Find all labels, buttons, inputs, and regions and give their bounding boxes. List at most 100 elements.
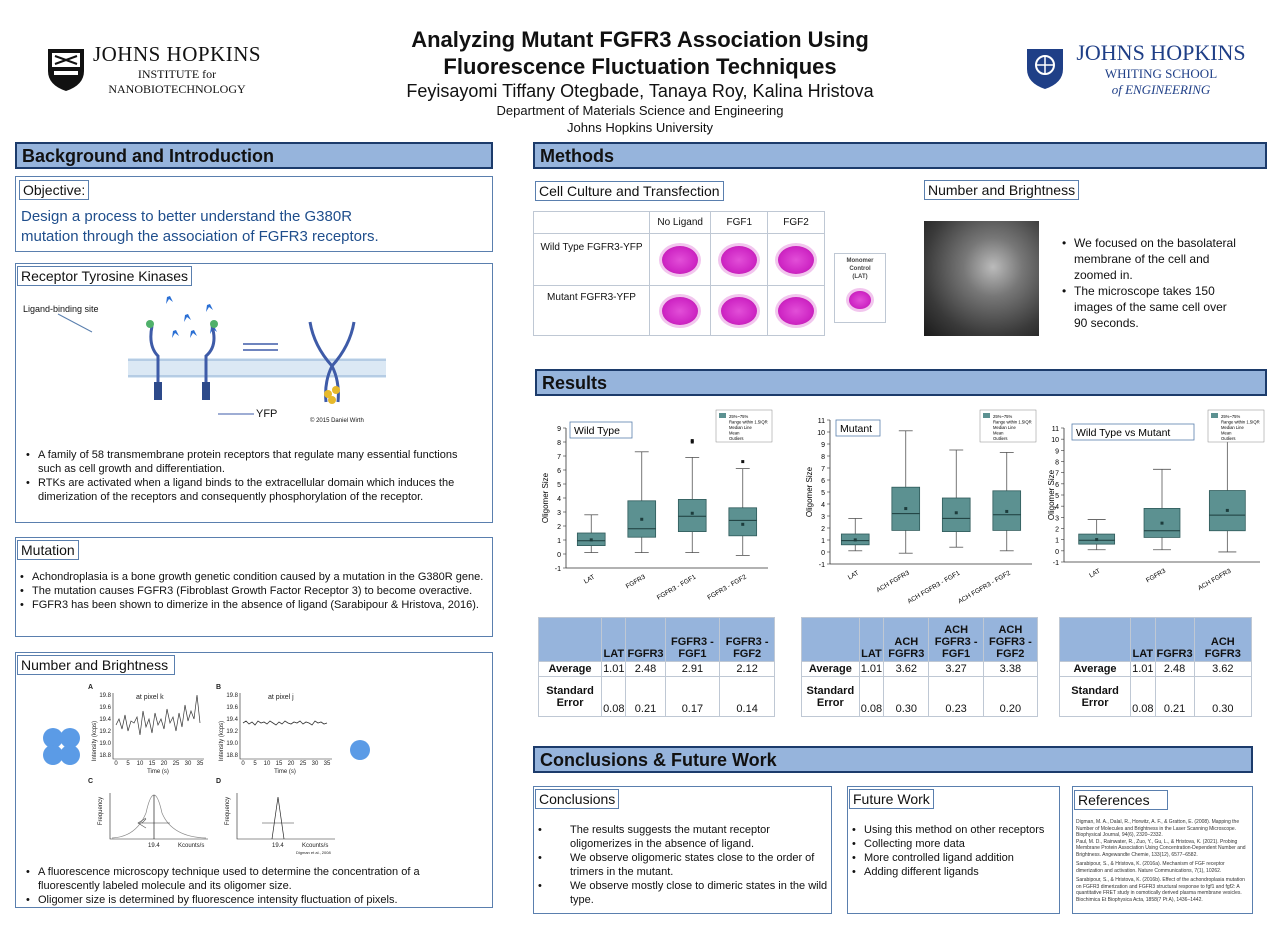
y-tick-label: 3 bbox=[821, 514, 825, 521]
y-axis-label: Oligomer Size bbox=[805, 466, 814, 517]
logo-right-name: JOHNS HOPKINS bbox=[1076, 40, 1246, 65]
box bbox=[627, 500, 657, 538]
table-cell: ACH FGFR3 bbox=[883, 617, 930, 662]
table-cell: FGFR3 bbox=[625, 617, 666, 662]
panel-a-label: A bbox=[88, 684, 93, 691]
panel-c-label: C bbox=[88, 778, 93, 785]
y-tick-label: 7 bbox=[821, 466, 825, 473]
x-tick-label: FGFR3 - FGF1 bbox=[656, 573, 698, 601]
panel-d-label: D bbox=[216, 778, 221, 785]
table-cell: ACH FGFR3 - FGF2 bbox=[982, 617, 1039, 662]
tick: 19.4 bbox=[99, 717, 111, 723]
list-item: More controlled ligand addition bbox=[848, 851, 1059, 865]
chart-title: Mutant bbox=[840, 423, 872, 435]
list-item: The microscope takes 150 images of the s… bbox=[1058, 283, 1238, 331]
legend-entry: Outliers bbox=[729, 436, 743, 441]
mutation-label: Mutation bbox=[17, 540, 79, 560]
logo-left-name: JOHNS HOPKINS bbox=[92, 42, 262, 66]
table-cell: LAT bbox=[601, 617, 627, 662]
tick: 35 bbox=[324, 761, 331, 767]
table-row: Average 1.01 2.48 3.62 bbox=[1058, 661, 1253, 677]
tick: 20 bbox=[161, 761, 168, 767]
x-tick-label: FGFR3 - FGF2 bbox=[706, 573, 748, 601]
list-item: Adding different ligands bbox=[848, 865, 1059, 879]
d-ylabel: Frequency bbox=[225, 797, 231, 825]
y-tick-label: 6 bbox=[821, 478, 825, 485]
mutation-box: Mutation Achondroplasia is a bone growth… bbox=[15, 537, 493, 637]
legend-entry: Outliers bbox=[993, 436, 1007, 441]
dish-icon bbox=[659, 293, 702, 328]
b-xlabel: Time (s) bbox=[274, 769, 296, 775]
chart-title: Wild Type vs Mutant bbox=[1076, 427, 1170, 439]
nb-methods-label: Number and Brightness bbox=[924, 180, 1080, 200]
tick: 19.6 bbox=[226, 705, 238, 711]
col-header: No Ligand bbox=[648, 211, 712, 234]
x-tick-label: ACH FGFR3 - FGF2 bbox=[957, 569, 1012, 605]
mean-marker bbox=[690, 511, 694, 515]
conclusions-bullets: The results suggests the mutant receptor… bbox=[534, 823, 831, 907]
tick: 15 bbox=[276, 761, 283, 767]
mean-marker bbox=[954, 511, 958, 515]
table-cell: 0.08 bbox=[1130, 676, 1156, 717]
figure-credit: © 2015 Daniel Wirth bbox=[310, 418, 364, 424]
nb-left-box: Number and Brightness A B at pixel k at … bbox=[15, 652, 493, 908]
y-tick-label: 10 bbox=[1051, 437, 1059, 444]
table-cell: 0.17 bbox=[664, 676, 721, 717]
tick: 18.8 bbox=[226, 753, 238, 759]
c-unit: Kcounts/s bbox=[178, 843, 204, 849]
row-header: Average bbox=[801, 661, 860, 677]
legend-entry: Mean bbox=[993, 431, 1004, 436]
reference-item: Paul, M. D., Rainwater, R., Zuo, Y., Gu,… bbox=[1076, 838, 1246, 858]
future-work-bullets: Using this method on other receptors Col… bbox=[848, 823, 1059, 879]
nb-left-label: Number and Brightness bbox=[17, 655, 175, 675]
tick: 5 bbox=[126, 761, 130, 767]
legend-swatch bbox=[1211, 413, 1218, 418]
shield-icon bbox=[48, 48, 84, 91]
y-tick-label: 6 bbox=[557, 468, 561, 475]
y-tick-label: 0 bbox=[557, 552, 561, 559]
tick: 19.6 bbox=[99, 705, 111, 711]
objective-label: Objective: bbox=[19, 180, 90, 200]
list-item: RTKs are activated when a ligand binds t… bbox=[22, 476, 482, 504]
a-xlabel: Time (s) bbox=[147, 769, 169, 775]
y-tick-label: 6 bbox=[1055, 482, 1059, 489]
logo-right-line2: WHITING SCHOOL bbox=[1104, 66, 1218, 81]
legend-entry: Median Line bbox=[1221, 425, 1244, 430]
table-cell: ACH FGFR3 bbox=[1193, 617, 1253, 662]
y-tick-label: 2 bbox=[821, 526, 825, 533]
tick: 19.2 bbox=[226, 729, 238, 735]
table-cell: 1.01 bbox=[601, 661, 627, 677]
conclusions-label: Conclusions bbox=[535, 789, 620, 809]
table-cell: 1.01 bbox=[1130, 661, 1156, 677]
y-tick-label: 9 bbox=[557, 426, 561, 433]
list-item: FGFR3 has been shown to dimerize in the … bbox=[16, 598, 486, 612]
header-row: LAT FGFR3 ACH FGFR3 bbox=[1058, 617, 1253, 662]
reference-item: Sarabipour, S., & Hristova, K. (2016b). … bbox=[1076, 877, 1245, 903]
logo-left-line3: NANOBIOTECHNOLOGY bbox=[108, 82, 246, 96]
tick: 35 bbox=[197, 761, 204, 767]
y-tick-label: 0 bbox=[821, 550, 825, 557]
list-item: We observe oligomeric states close to th… bbox=[534, 851, 831, 879]
legend-entry: Median Line bbox=[729, 425, 752, 430]
legend-entry: Range within 1.5IQR bbox=[993, 420, 1032, 425]
row-header: Standard Error bbox=[537, 676, 603, 717]
outlier-point bbox=[690, 439, 694, 443]
conclusions-box: Conclusions The results suggests the mut… bbox=[533, 786, 832, 914]
objective-text: Design a process to better understand th… bbox=[21, 208, 379, 245]
table-cell: LAT bbox=[858, 617, 885, 662]
tick: 30 bbox=[312, 761, 319, 767]
table-cell: 0.20 bbox=[982, 676, 1039, 717]
logo-left: JOHNS HOPKINS INSTITUTE for NANOBIOTECHN… bbox=[46, 42, 262, 97]
y-tick-label: 8 bbox=[821, 454, 825, 461]
microscope-image bbox=[924, 221, 1039, 336]
tick: 18.8 bbox=[99, 753, 111, 759]
x-tick-label: FGFR3 bbox=[625, 573, 647, 590]
y-axis-label: Oligomer Size bbox=[1047, 469, 1056, 520]
y-tick-label: 5 bbox=[557, 482, 561, 489]
y-tick-label: -1 bbox=[819, 562, 825, 569]
chart-title-box bbox=[569, 421, 633, 439]
references-label: References bbox=[1074, 790, 1168, 810]
y-tick-label: 0 bbox=[1055, 549, 1059, 556]
cell-culture-label: Cell Culture and Transfection bbox=[535, 181, 724, 201]
table-cell: 2.48 bbox=[625, 661, 666, 677]
